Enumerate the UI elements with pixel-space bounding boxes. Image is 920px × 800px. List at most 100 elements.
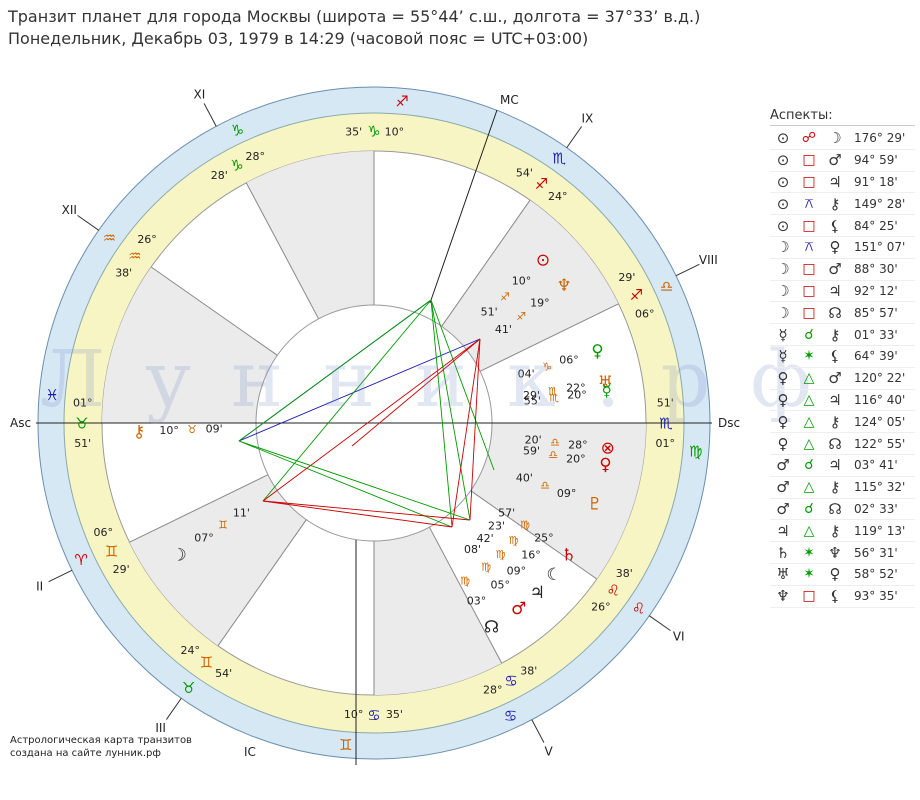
aspect-row: ♅ ✶ ♀ 58° 52' bbox=[770, 564, 915, 586]
aspect-planet-1: ⊙ bbox=[776, 194, 790, 213]
cusp-sign-icon: ♒ bbox=[128, 247, 141, 265]
aspect-planet-1: ♀ bbox=[777, 390, 789, 409]
aspect-symbol: △ bbox=[803, 435, 815, 452]
cusp-minutes: 51' bbox=[74, 437, 91, 450]
aspect-planet-2: ♀ bbox=[829, 238, 841, 257]
planet-icon: ☊ bbox=[484, 617, 499, 637]
cusp-degree: 26° bbox=[591, 601, 611, 614]
house-sector-shade bbox=[102, 266, 278, 423]
planet-icon: ⊗ bbox=[601, 439, 615, 459]
aspect-angle: 151° 07' bbox=[854, 240, 906, 255]
aspect-symbol: ✶ bbox=[803, 544, 815, 561]
aspect-row: ♂ ☌ ☊ 02° 33' bbox=[770, 499, 915, 521]
aspect-angle: 93° 35' bbox=[854, 589, 898, 604]
planet-degree: 03° bbox=[467, 594, 487, 607]
aspect-symbol: ☍ bbox=[801, 130, 817, 147]
aspect-planet-1: ♀ bbox=[777, 412, 789, 431]
aspect-angle: 149° 28' bbox=[854, 196, 906, 211]
aspect-planet-2: ⚷ bbox=[829, 325, 841, 344]
cusp-sign-icon: ♏ bbox=[659, 414, 673, 432]
aspect-planet-1: ☽ bbox=[776, 260, 790, 279]
aspect-planet-2: ♂ bbox=[828, 369, 842, 388]
cusp-degree: 01° bbox=[73, 396, 93, 409]
aspect-angle: 84° 25' bbox=[854, 218, 898, 233]
aspect-angle: 115° 32' bbox=[854, 480, 906, 495]
aspect-planet-1: ♆ bbox=[776, 587, 790, 606]
aspect-planet-1: ⊙ bbox=[776, 172, 790, 191]
planet-degree: 16° bbox=[521, 549, 541, 562]
zodiac-sign-icon: ♎ bbox=[660, 278, 673, 296]
aspect-planet-2: ♃ bbox=[828, 281, 842, 300]
planet-minutes: 40' bbox=[516, 472, 533, 485]
cusp-sign-icon: ♊ bbox=[105, 542, 118, 560]
title-line-1: Транзит планет для города Москвы (широта… bbox=[8, 7, 701, 26]
aspect-angle: 88° 30' bbox=[854, 262, 898, 277]
planet-sign-icon: ♐ bbox=[500, 290, 510, 303]
site-credit: Астрологическая карта транзитов создана … bbox=[10, 734, 192, 760]
planet-icon: ♀ bbox=[591, 341, 603, 361]
aspect-planet-1: ⊙ bbox=[776, 216, 790, 235]
planet-icon: ♅ bbox=[598, 373, 613, 393]
cusp-sign-icon: ♐ bbox=[535, 175, 548, 193]
planet-sign-icon: ♍ bbox=[495, 548, 505, 561]
aspect-line bbox=[430, 299, 495, 471]
aspect-row: ♃ △ ⚷ 119° 13' bbox=[770, 520, 915, 543]
aspect-planet-1: ♂ bbox=[776, 456, 790, 475]
planet-icon: ☾ bbox=[546, 565, 561, 585]
aspect-planet-1: ♀ bbox=[777, 369, 789, 388]
aspect-row: ⊙ ⚻ ⚷ 149° 28' bbox=[770, 193, 915, 216]
cusp-sign-icon: ♋ bbox=[504, 672, 517, 690]
aspect-line bbox=[262, 338, 481, 502]
aspect-symbol: □ bbox=[802, 261, 816, 278]
house-cusp-line bbox=[470, 490, 598, 580]
aspect-planet-2: ♃ bbox=[828, 456, 842, 475]
cusp-minutes: 38' bbox=[520, 664, 537, 677]
ic-label: IC bbox=[244, 745, 256, 759]
aspect-row: ☽ □ ☊ 85° 57' bbox=[770, 302, 915, 325]
aspect-planet-1: ♂ bbox=[776, 499, 790, 518]
aspect-row: ♄ ✶ ♆ 56° 31' bbox=[770, 542, 915, 564]
cusp-minutes: 38' bbox=[616, 567, 633, 580]
planet-icon: ⊙ bbox=[536, 251, 550, 271]
cusp-minutes: 38' bbox=[115, 266, 132, 279]
planet-degree: 20° bbox=[567, 388, 587, 401]
planet-sign-icon: ♏ bbox=[549, 392, 559, 405]
planet-degree: 20° bbox=[566, 452, 586, 465]
aspect-planet-2: ⚷ bbox=[829, 521, 841, 540]
mc-ic-axis bbox=[429, 109, 498, 304]
aspect-symbol: ☌ bbox=[804, 457, 814, 474]
cusp-minutes: 35' bbox=[345, 126, 362, 139]
aspect-symbol: ✶ bbox=[803, 348, 815, 365]
aspect-planet-2: ☊ bbox=[828, 303, 842, 322]
aspect-planet-1: ⊙ bbox=[776, 151, 790, 170]
aspect-symbol: ☌ bbox=[804, 500, 814, 517]
aspect-angle: 01° 33' bbox=[854, 327, 898, 342]
planet-sign-icon: ♐ bbox=[516, 310, 526, 323]
aspect-symbol: □ bbox=[802, 152, 816, 169]
aspect-symbol: △ bbox=[803, 522, 815, 539]
aspect-planet-2: ☊ bbox=[828, 434, 842, 453]
aspect-planet-1: ☽ bbox=[776, 238, 790, 257]
planet-minutes: 57' bbox=[498, 506, 515, 519]
mc-label: MC bbox=[500, 93, 519, 107]
house-cusp-line bbox=[129, 474, 269, 543]
house-cusp-extension bbox=[165, 697, 182, 720]
planet-minutes: 08' bbox=[464, 543, 481, 556]
planet-minutes: 11' bbox=[233, 506, 250, 519]
aspect-symbol: △ bbox=[803, 479, 815, 496]
cusp-minutes: 54' bbox=[215, 667, 232, 680]
aspect-planet-2: ♃ bbox=[828, 390, 842, 409]
aspect-planet-2: ⚷ bbox=[829, 412, 841, 431]
planet-sign-icon: ♍ bbox=[460, 574, 470, 587]
planet-icon: ☿ bbox=[601, 381, 611, 401]
aspect-angle: 02° 33' bbox=[854, 501, 898, 516]
cusp-minutes: 35' bbox=[386, 708, 403, 721]
aspect-line bbox=[238, 299, 432, 442]
aspect-planet-2: ☊ bbox=[828, 499, 842, 518]
aspect-row: ♂ ☌ ♃ 03° 41' bbox=[770, 455, 915, 477]
planet-minutes: 55' bbox=[524, 395, 541, 408]
aspect-symbol: ⚻ bbox=[804, 195, 814, 212]
planet-icon: ♂ bbox=[511, 599, 526, 619]
cusp-minutes: 54' bbox=[516, 167, 533, 180]
aspect-symbol: △ bbox=[803, 391, 815, 408]
